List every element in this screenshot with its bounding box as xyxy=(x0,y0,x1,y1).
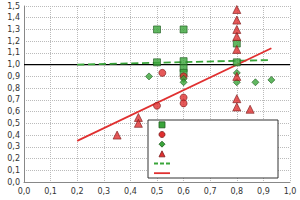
svg-text:0,1: 0,1 xyxy=(44,187,57,196)
svg-text:1,5: 1,5 xyxy=(7,2,20,11)
svg-text:0,6: 0,6 xyxy=(177,187,190,196)
svg-text:0,2: 0,2 xyxy=(71,187,84,196)
svg-text:1,0: 1,0 xyxy=(7,60,20,69)
svg-text:0,2: 0,2 xyxy=(7,154,20,163)
svg-text:1,3: 1,3 xyxy=(7,25,20,34)
svg-text:0,5: 0,5 xyxy=(151,187,164,196)
svg-text:0,6: 0,6 xyxy=(7,107,20,116)
svg-text:1,2: 1,2 xyxy=(7,37,20,46)
svg-text:0,4: 0,4 xyxy=(7,131,20,140)
svg-text:0,0: 0,0 xyxy=(18,187,31,196)
svg-text:0,5: 0,5 xyxy=(7,119,20,128)
svg-text:0,9: 0,9 xyxy=(7,72,20,81)
svg-text:1,0: 1,0 xyxy=(284,187,297,196)
svg-text:1,1: 1,1 xyxy=(7,48,20,57)
svg-text:0,7: 0,7 xyxy=(204,187,217,196)
svg-text:0,3: 0,3 xyxy=(97,187,110,196)
svg-text:0,9: 0,9 xyxy=(257,187,270,196)
svg-text:0,8: 0,8 xyxy=(7,84,20,93)
svg-text:1,4: 1,4 xyxy=(7,13,20,22)
svg-text:0,7: 0,7 xyxy=(7,95,20,104)
svg-text:0,8: 0,8 xyxy=(230,187,243,196)
svg-text:0,4: 0,4 xyxy=(124,187,137,196)
svg-text:0,3: 0,3 xyxy=(7,142,20,151)
svg-text:0,1: 0,1 xyxy=(7,166,20,175)
svg-text:0,0: 0,0 xyxy=(7,178,20,187)
